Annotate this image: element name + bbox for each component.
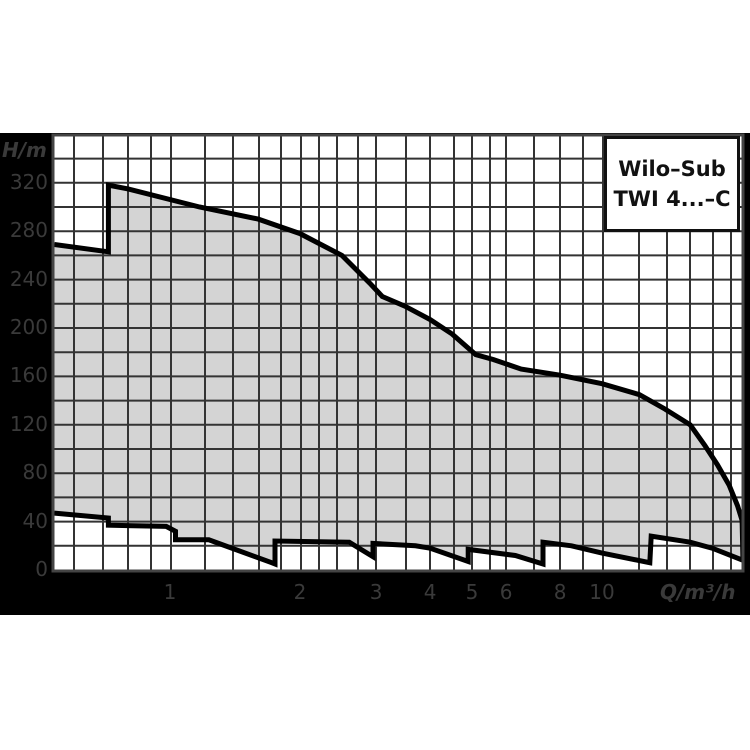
y-tick-label: 120 bbox=[9, 411, 48, 436]
chart-title-box: Wilo–Sub TWI 4...–C bbox=[604, 136, 740, 232]
x-axis-title: Q/m³/h bbox=[660, 580, 736, 604]
y-tick-label: 40 bbox=[22, 508, 48, 533]
lower-envelope-curve bbox=[54, 510, 744, 568]
x-tick-label: 6 bbox=[499, 580, 513, 604]
y-tick-label: 280 bbox=[9, 218, 48, 243]
chart-title-line-1: Wilo–Sub bbox=[618, 157, 726, 181]
y-tick-label: 200 bbox=[9, 315, 48, 339]
y-tick-label: 320 bbox=[9, 169, 48, 194]
x-tick-label: 5 bbox=[465, 580, 479, 604]
x-tick-label: 1 bbox=[163, 580, 177, 604]
plot-frame bbox=[51, 133, 745, 573]
y-tick-label: 0 bbox=[35, 557, 48, 581]
upper-envelope-curve bbox=[54, 182, 746, 561]
x-tick-label: 3 bbox=[369, 580, 383, 604]
y-tick-label: 160 bbox=[9, 363, 48, 388]
x-tick-label: 2 bbox=[293, 580, 307, 604]
x-tick-label: 10 bbox=[589, 580, 615, 604]
x-tick-label: 4 bbox=[423, 580, 437, 604]
y-tick-label: 240 bbox=[9, 266, 48, 291]
chart-title-line-2: TWI 4...–C bbox=[613, 187, 731, 211]
y-tick-label: 80 bbox=[22, 460, 48, 485]
x-tick-label: 8 bbox=[553, 580, 567, 604]
y-axis-title: H/m bbox=[2, 138, 47, 162]
